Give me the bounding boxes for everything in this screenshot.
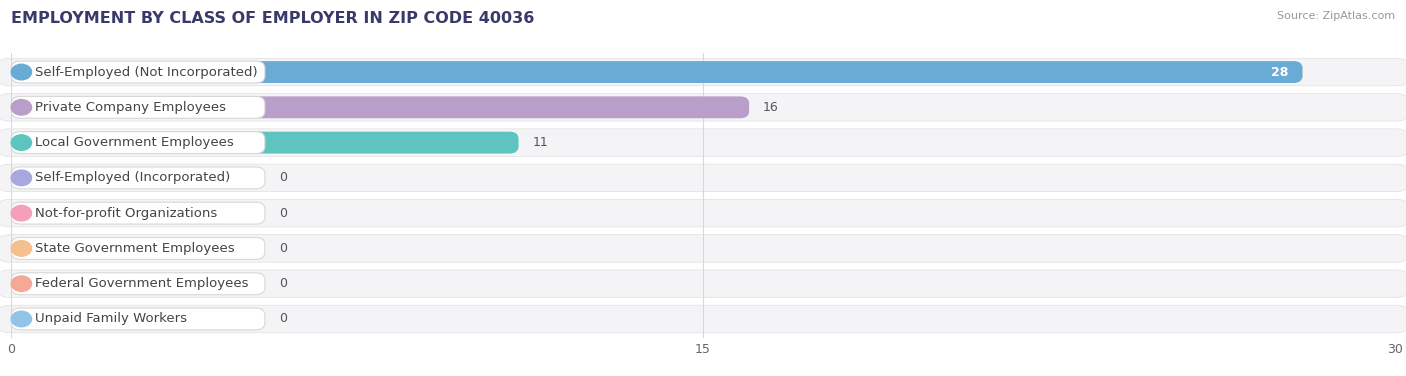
FancyBboxPatch shape	[11, 202, 264, 224]
FancyBboxPatch shape	[11, 132, 519, 153]
Text: Not-for-profit Organizations: Not-for-profit Organizations	[35, 207, 218, 220]
Text: Federal Government Employees: Federal Government Employees	[35, 277, 249, 290]
Circle shape	[11, 135, 31, 150]
Text: 28: 28	[1271, 65, 1289, 79]
Text: Private Company Employees: Private Company Employees	[35, 101, 226, 114]
Text: 0: 0	[278, 242, 287, 255]
FancyBboxPatch shape	[11, 308, 264, 330]
FancyBboxPatch shape	[11, 96, 749, 118]
FancyBboxPatch shape	[11, 167, 264, 189]
Circle shape	[11, 311, 31, 327]
Text: State Government Employees: State Government Employees	[35, 242, 235, 255]
Text: 0: 0	[278, 312, 287, 326]
Text: 0: 0	[278, 277, 287, 290]
FancyBboxPatch shape	[11, 61, 1302, 83]
FancyBboxPatch shape	[0, 58, 1406, 86]
Circle shape	[11, 100, 31, 115]
Text: Source: ZipAtlas.com: Source: ZipAtlas.com	[1277, 11, 1395, 21]
Circle shape	[11, 205, 31, 221]
FancyBboxPatch shape	[0, 235, 1406, 262]
Text: Self-Employed (Not Incorporated): Self-Employed (Not Incorporated)	[35, 65, 257, 79]
Text: Unpaid Family Workers: Unpaid Family Workers	[35, 312, 187, 326]
Circle shape	[11, 241, 31, 256]
Text: 0: 0	[278, 207, 287, 220]
FancyBboxPatch shape	[0, 305, 1406, 333]
Text: Self-Employed (Incorporated): Self-Employed (Incorporated)	[35, 171, 231, 184]
FancyBboxPatch shape	[0, 164, 1406, 192]
Text: 11: 11	[533, 136, 548, 149]
FancyBboxPatch shape	[0, 199, 1406, 227]
FancyBboxPatch shape	[0, 129, 1406, 156]
Text: 16: 16	[763, 101, 779, 114]
Text: 0: 0	[278, 171, 287, 184]
Circle shape	[11, 64, 31, 80]
FancyBboxPatch shape	[0, 270, 1406, 297]
Text: Local Government Employees: Local Government Employees	[35, 136, 233, 149]
FancyBboxPatch shape	[11, 61, 264, 83]
FancyBboxPatch shape	[11, 132, 264, 153]
FancyBboxPatch shape	[0, 94, 1406, 121]
Text: EMPLOYMENT BY CLASS OF EMPLOYER IN ZIP CODE 40036: EMPLOYMENT BY CLASS OF EMPLOYER IN ZIP C…	[11, 11, 534, 26]
FancyBboxPatch shape	[11, 273, 264, 295]
FancyBboxPatch shape	[11, 96, 264, 118]
FancyBboxPatch shape	[11, 238, 264, 259]
Circle shape	[11, 276, 31, 291]
Circle shape	[11, 170, 31, 186]
